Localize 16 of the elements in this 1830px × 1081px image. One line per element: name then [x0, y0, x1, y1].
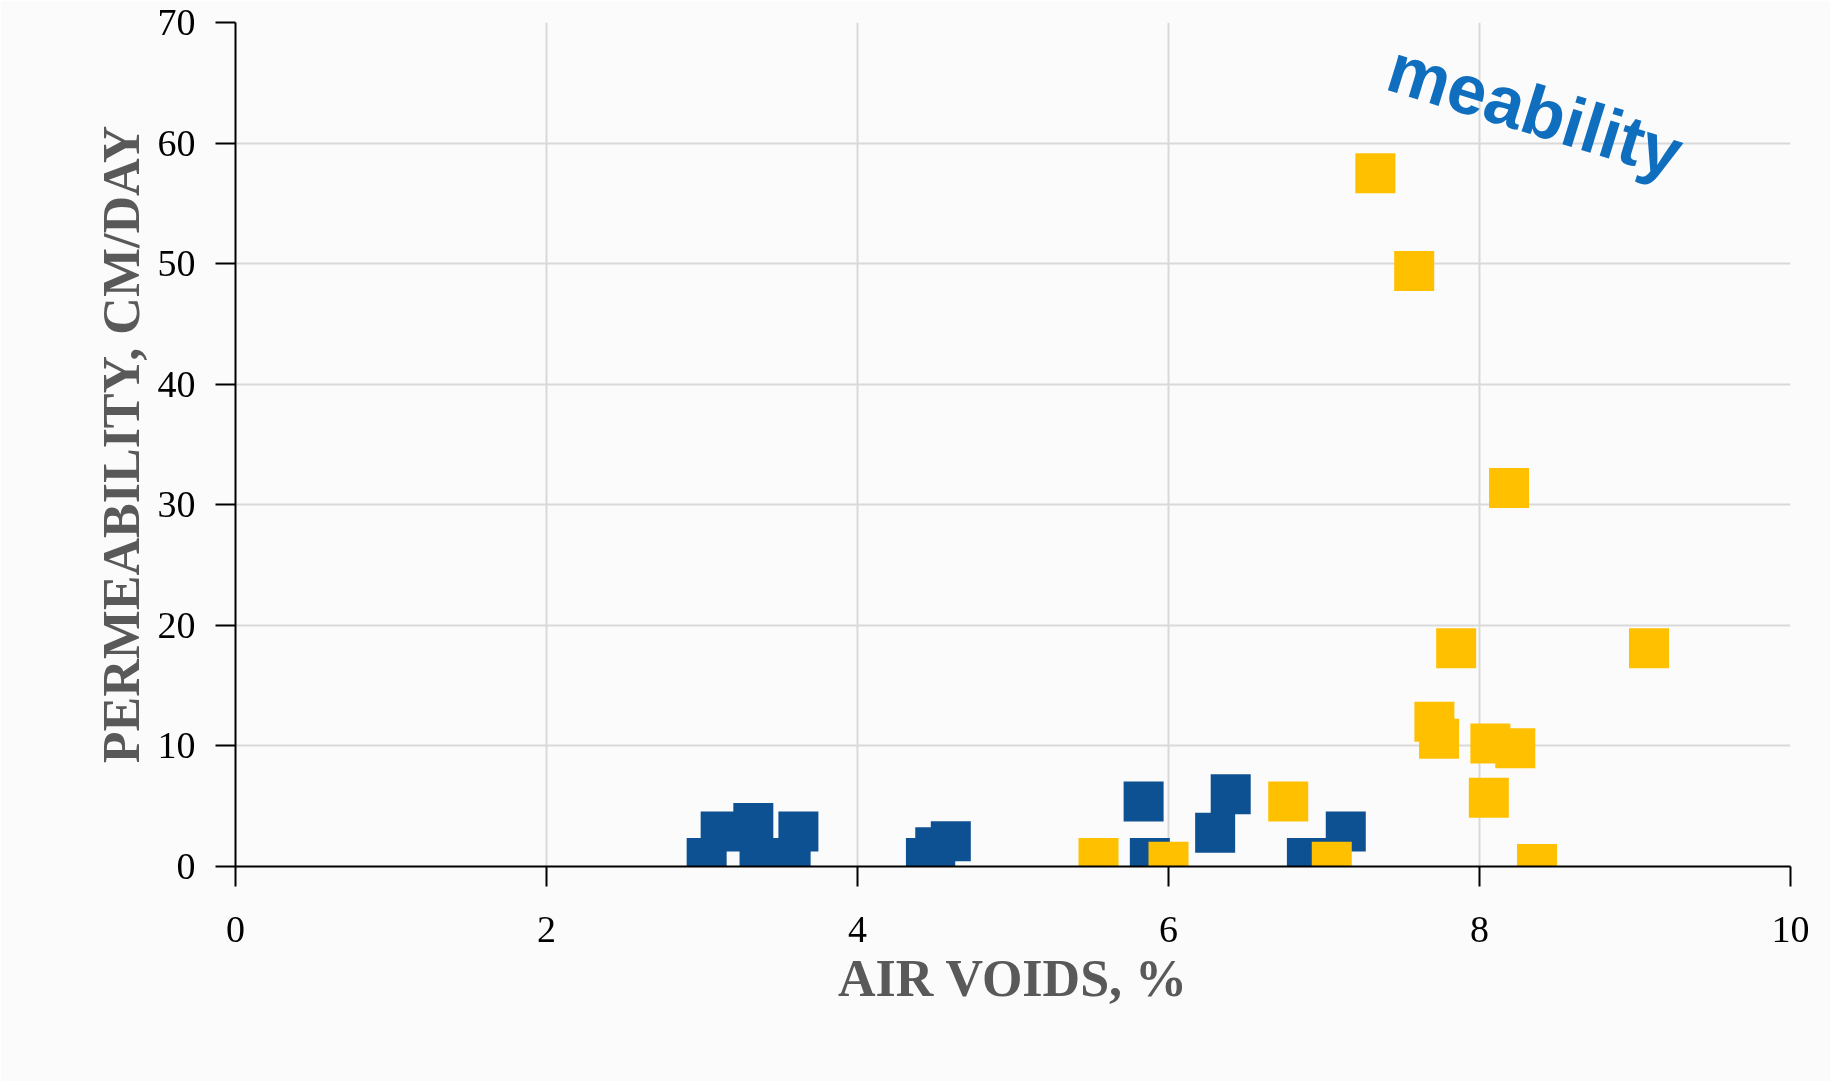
x-tick-label: 10: [1771, 907, 1810, 950]
x-tick-label: 6: [1159, 907, 1178, 950]
y-tick-label: 20: [157, 603, 196, 646]
y-tick-label: 50: [157, 242, 196, 285]
x-tick-label: 4: [848, 907, 867, 950]
y-tick-label: 0: [176, 845, 196, 887]
y-axis-title: PERMEABILITY, CM/DAY: [92, 125, 150, 764]
x-axis-title: AIR VOIDS, %: [838, 949, 1188, 1007]
y-tick-label: 40: [157, 362, 196, 405]
y-tick-label: 70: [157, 1, 196, 43]
y-tick-label: 30: [157, 483, 196, 526]
x-tick-label: 8: [1470, 907, 1489, 950]
y-tick-label: 60: [157, 121, 196, 164]
y-tick-label: 10: [157, 724, 196, 767]
x-tick-label: 2: [537, 907, 556, 950]
x-tick-label: 0: [226, 907, 245, 950]
